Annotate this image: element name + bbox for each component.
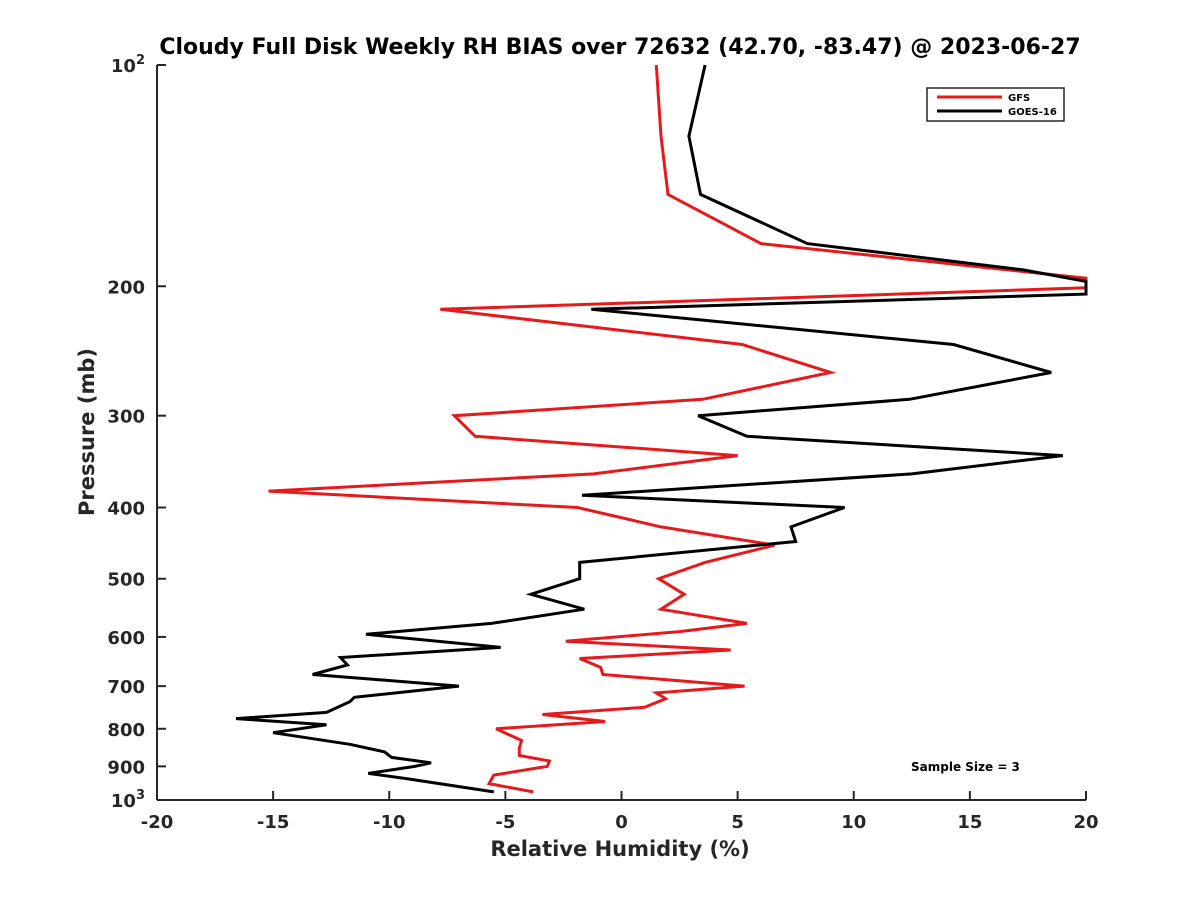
axes	[156, 65, 1086, 801]
legend-label: GOES-16	[1008, 107, 1057, 118]
series-line-2	[235, 64, 1088, 794]
y-tick-label: 800	[107, 720, 145, 741]
x-tick-label: -10	[373, 812, 406, 833]
y-axis-ticks: 102 200 300 400 500 600 700 800 900 103	[107, 53, 166, 812]
y-tick-label: 900	[107, 757, 145, 778]
x-tick-label: -15	[257, 812, 290, 833]
x-tick-label: 5	[731, 812, 744, 833]
x-tick-label: -20	[141, 812, 174, 833]
y-tick-label: 103	[111, 788, 145, 812]
x-tick-label: 15	[957, 812, 982, 833]
x-tick-label: -5	[495, 812, 515, 833]
x-tick-label: 20	[1073, 812, 1098, 833]
series-layer	[235, 64, 1088, 794]
y-tick-label: 102	[111, 53, 145, 77]
y-tick-label: 300	[107, 407, 145, 428]
y-tick-label: 400	[107, 499, 145, 520]
y-tick-label: 500	[107, 570, 145, 591]
y-tick-label: 700	[107, 677, 145, 698]
chart-title: Cloudy Full Disk Weekly RH BIAS over 726…	[159, 35, 1080, 60]
legend-label: GFS	[1008, 93, 1030, 104]
series-line-1	[268, 64, 1088, 794]
y-tick-label: 600	[107, 628, 145, 649]
x-tick-label: 10	[841, 812, 866, 833]
y-axis-label: Pressure (mb)	[75, 348, 99, 516]
sample-size-annotation: Sample Size = 3	[911, 760, 1020, 774]
legend: GFS GOES-16	[926, 87, 1065, 122]
x-tick-label: 0	[615, 812, 628, 833]
x-axis-label: Relative Humidity (%)	[490, 837, 749, 861]
legend-box	[926, 87, 1065, 122]
y-tick-label: 200	[107, 277, 145, 298]
x-axis-ticks: -20 -15 -10 -5 0 5 10 15 20	[141, 791, 1099, 833]
